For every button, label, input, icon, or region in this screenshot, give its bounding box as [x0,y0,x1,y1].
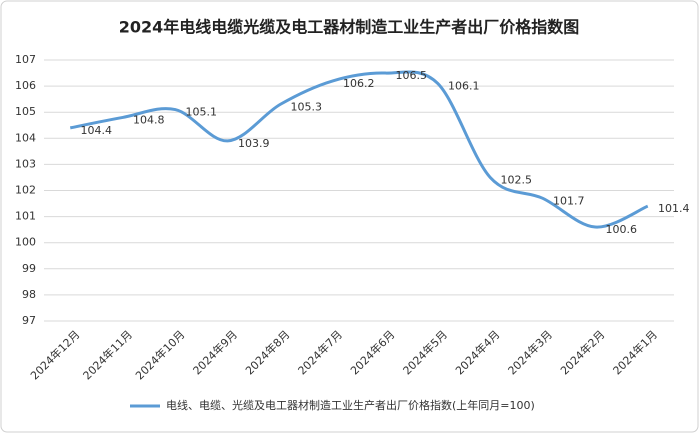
y-tick-label: 101 [15,210,36,223]
y-tick-label: 102 [15,184,36,197]
chart-title: 2024年电线电缆光缆及电工器材制造工业生产者出厂价格指数图 [119,18,580,37]
data-label: 101.4 [658,202,690,215]
y-tick-label: 107 [15,53,36,66]
y-tick-label: 104 [15,131,36,144]
data-label: 104.8 [133,113,165,126]
legend-label: 电线、电缆、光缆及电工器材制造工业生产者出厂价格指数(上年同月=100) [166,398,535,412]
data-label: 102.5 [501,173,533,186]
data-label: 100.6 [606,223,638,236]
data-label: 106.1 [448,79,480,92]
data-label: 105.1 [186,106,218,119]
y-tick-label: 98 [22,288,36,301]
y-tick-label: 105 [15,105,36,118]
data-label: 106.2 [343,77,375,90]
y-tick-label: 100 [15,236,36,249]
data-label: 105.3 [291,100,323,113]
data-label: 106.5 [396,69,428,82]
data-label: 103.9 [238,137,270,150]
y-tick-label: 106 [15,79,36,92]
y-tick-label: 103 [15,157,36,170]
y-tick-label: 97 [22,314,36,327]
line [69,70,649,229]
y-tick-label: 99 [22,262,36,275]
data-label: 104.4 [81,124,113,137]
data-label: 101.7 [553,194,585,207]
